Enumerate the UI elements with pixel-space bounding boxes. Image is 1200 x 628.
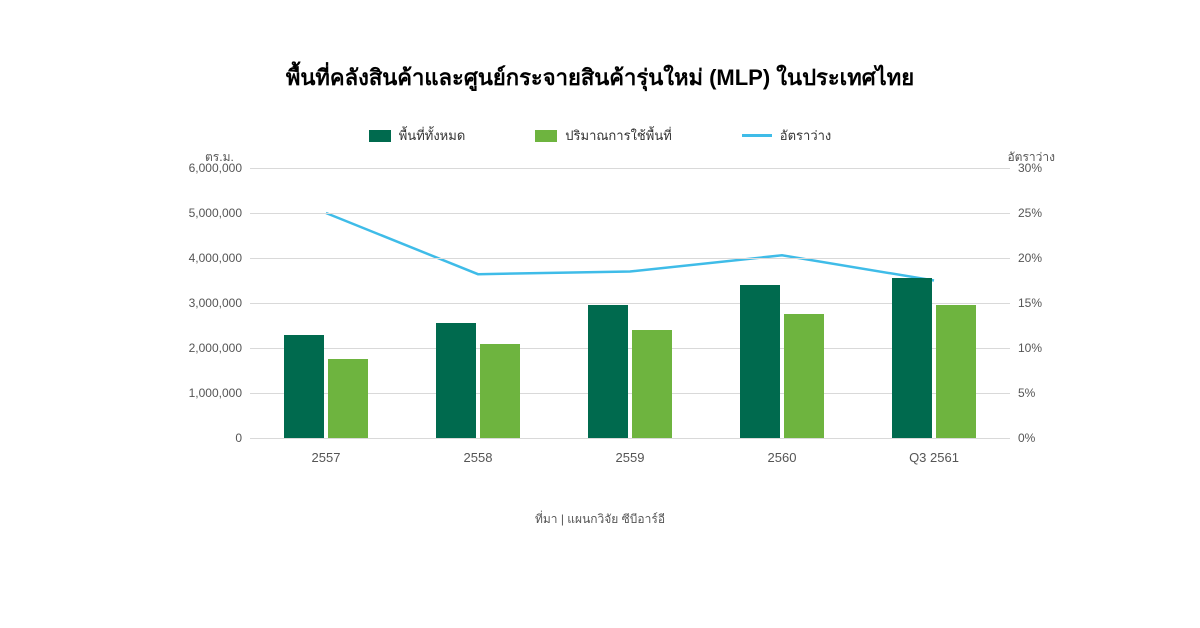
y-tick-right: 10%: [1018, 341, 1042, 355]
bar-occupied_area: [936, 305, 976, 438]
gridline: [250, 168, 1010, 169]
y-tick-left: 5,000,000: [189, 206, 242, 220]
legend-label-vacancy: อัตราว่าง: [780, 125, 831, 146]
y-tick-left: 1,000,000: [189, 386, 242, 400]
bar-occupied_area: [632, 330, 672, 438]
source-text: ที่มา | แผนกวิจัย ซีบีอาร์อี: [0, 510, 1200, 529]
x-tick: 2557: [312, 450, 341, 465]
plot-area: 00%1,000,0005%2,000,00010%3,000,00015%4,…: [250, 168, 1010, 438]
bar-total_area: [892, 278, 932, 438]
y-tick-left: 2,000,000: [189, 341, 242, 355]
legend-item-total: พื้นที่ทั้งหมด: [369, 125, 466, 146]
y-tick-right: 25%: [1018, 206, 1042, 220]
bar-occupied_area: [784, 314, 824, 438]
legend-item-vacancy: อัตราว่าง: [742, 125, 831, 146]
y-tick-left: 6,000,000: [189, 161, 242, 175]
x-tick: 2559: [616, 450, 645, 465]
y-tick-right: 20%: [1018, 251, 1042, 265]
x-tick: 2560: [768, 450, 797, 465]
bar-total_area: [740, 285, 780, 438]
legend-label-total: พื้นที่ทั้งหมด: [399, 125, 466, 146]
legend-line-vacancy: [742, 134, 772, 137]
legend: พื้นที่ทั้งหมด ปริมาณการใช้พื้นที่ อัตรา…: [0, 125, 1200, 146]
legend-swatch-total: [369, 130, 391, 142]
y-tick-left: 4,000,000: [189, 251, 242, 265]
bar-occupied_area: [480, 344, 520, 439]
bar-total_area: [588, 305, 628, 438]
legend-item-occupied: ปริมาณการใช้พื้นที่: [535, 125, 672, 146]
gridline: [250, 258, 1010, 259]
y-tick-right: 30%: [1018, 161, 1042, 175]
bar-occupied_area: [328, 359, 368, 438]
y-tick-left: 0: [235, 431, 242, 445]
y-tick-right: 5%: [1018, 386, 1035, 400]
x-tick: Q3 2561: [909, 450, 959, 465]
gridline: [250, 438, 1010, 439]
bar-total_area: [436, 323, 476, 438]
chart-container: พื้นที่คลังสินค้าและศูนย์กระจายสินค้ารุ่…: [0, 0, 1200, 628]
vacancy-line-path: [326, 213, 934, 281]
y-tick-left: 3,000,000: [189, 296, 242, 310]
y-tick-right: 0%: [1018, 431, 1035, 445]
legend-swatch-occupied: [535, 130, 557, 142]
legend-label-occupied: ปริมาณการใช้พื้นที่: [565, 125, 672, 146]
gridline: [250, 213, 1010, 214]
x-tick: 2558: [464, 450, 493, 465]
bar-total_area: [284, 335, 324, 439]
chart-title: พื้นที่คลังสินค้าและศูนย์กระจายสินค้ารุ่…: [0, 60, 1200, 95]
y-tick-right: 15%: [1018, 296, 1042, 310]
